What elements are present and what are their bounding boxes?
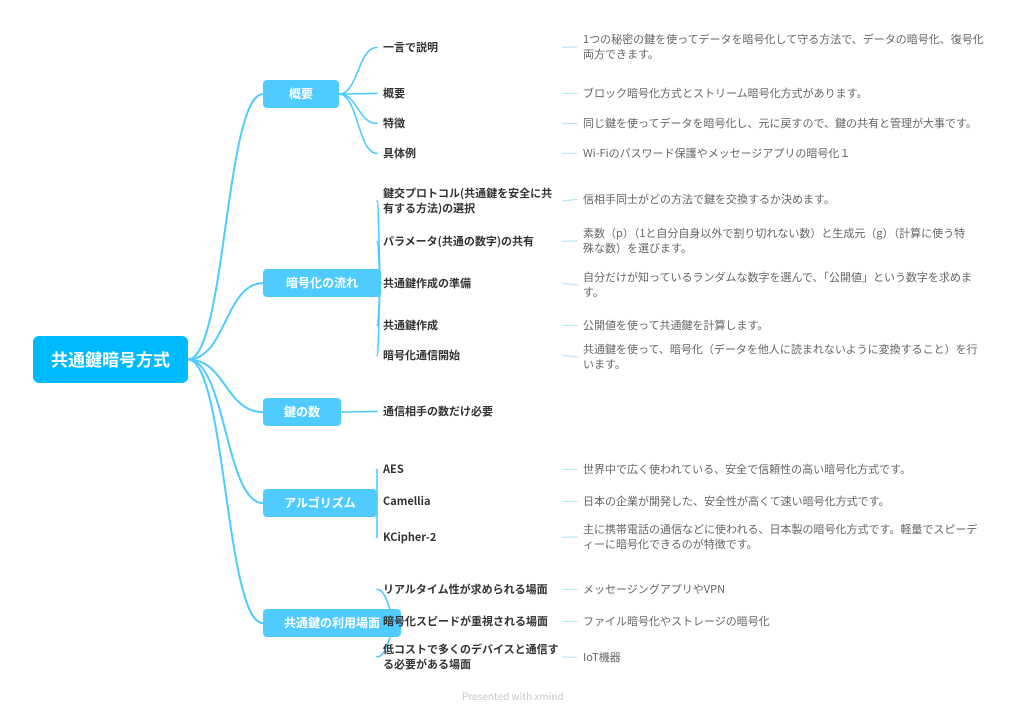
subtopic-al2: Camellia xyxy=(383,494,437,509)
leaf-ov3-2: 同じ鍵を使ってデータを暗号化し、元に戻すので、鍵の共有と管理が大事です。 xyxy=(583,116,1013,131)
branch-algo: アルゴリズム xyxy=(263,489,377,517)
subtopic-fl5: 暗号化通信開始 xyxy=(383,348,471,363)
subtopic-fl1: 鍵交プロトコル(共通鍵を安全に共 有する方法)の選択 xyxy=(383,186,561,216)
subtopic-ov4: 具体例 xyxy=(383,146,425,161)
leaf-us2-13: ファイル暗号化やストレージの暗号化 xyxy=(583,614,1013,629)
subtopic-al3: KCipher-2 xyxy=(383,530,445,545)
leaf-ov4-3: Wi-Fiのパスワード保護やメッセージアプリの暗号化１ xyxy=(583,146,1013,161)
subtopic-us2: 暗号化スピードが重視される場面 xyxy=(383,614,563,629)
leaf-us3-14: IoT機器 xyxy=(583,650,1013,665)
root-topic: 共通鍵暗号方式 xyxy=(33,336,188,383)
subtopic-al1: AES xyxy=(383,462,413,477)
subtopic-ov2: 概要 xyxy=(383,86,413,101)
leaf-al2-10: 日本の企業が開発した、安全性が高くて速い暗号化方式です。 xyxy=(583,494,1013,509)
subtopic-fl2: パラメータ(共通の数字)の共有 xyxy=(383,234,549,249)
subtopic-fl4: 共通鍵作成 xyxy=(383,318,445,333)
branch-overview: 概要 xyxy=(263,80,339,108)
leaf-al3-11: 主に携帯電話の通信などに使われる、日本製の暗号化方式です。軽量でスピーデ ィーに… xyxy=(583,522,1013,552)
leaf-fl2-5: 素数（p）（1と自分自身以外で割り切れない数）と生成元（g）（計算に使う特 殊な… xyxy=(583,226,1013,256)
subtopic-kc1: 通信相手の数だけ必要 xyxy=(383,404,507,419)
branch-usage: 共通鍵の利用場面 xyxy=(263,609,401,637)
leaf-us1-12: メッセージングアプリやVPN xyxy=(583,582,1013,597)
branch-keycount: 鍵の数 xyxy=(263,398,341,426)
leaf-fl1-4: 信相手同士がどの方法で鍵を交換するか決めます。 xyxy=(583,192,1013,207)
leaf-al1-9: 世界中で広く使われている、安全で信頼性の高い暗号化方式です。 xyxy=(583,462,1013,477)
footer-text: Presented with xmind xyxy=(462,688,564,703)
subtopic-ov3: 特徴 xyxy=(383,116,413,131)
leaf-fl3-6: 自分だけが知っているランダムな数字を選んで、「公開値」という数字を求めま す。 xyxy=(583,270,1013,300)
subtopic-us1: リアルタイム性が求められる場面 xyxy=(383,582,563,597)
subtopic-ov1: 一言で説明 xyxy=(383,40,445,55)
leaf-ov2-1: ブロック暗号化方式とストリーム暗号化方式があります。 xyxy=(583,86,1013,101)
leaf-fl5-8: 共通鍵を使って、暗号化（データを他人に読まれないように変換すること）を行 います… xyxy=(583,342,1013,372)
leaf-ov1-0: 1つの秘密の鍵を使ってデータを暗号化して守る方法で、データの暗号化、復号化 両方… xyxy=(583,32,1013,62)
subtopic-us3: 低コストで多くのデバイスと通信す る必要がある場面 xyxy=(383,642,573,672)
subtopic-fl3: 共通鍵作成の準備 xyxy=(383,276,483,291)
leaf-fl4-7: 公開値を使って共通鍵を計算します。 xyxy=(583,318,1013,333)
branch-flow: 暗号化の流れ xyxy=(263,269,381,297)
